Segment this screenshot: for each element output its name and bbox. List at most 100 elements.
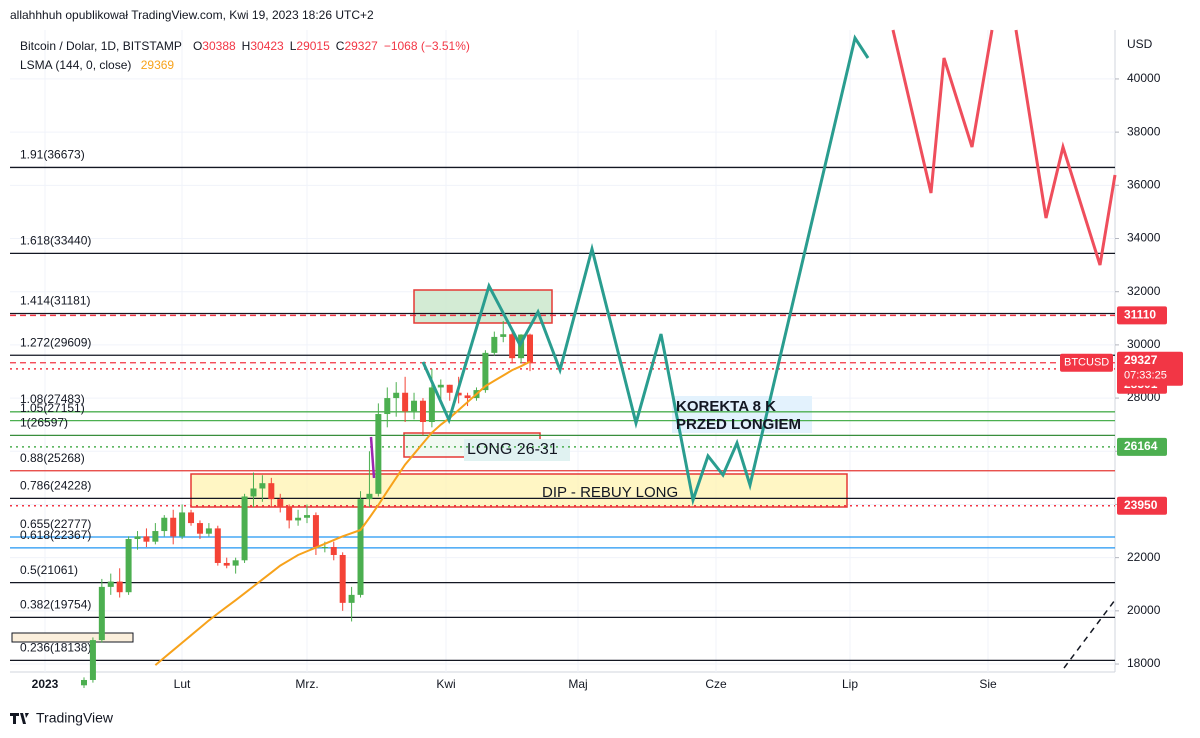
candle-body <box>89 640 96 680</box>
korekta-bg <box>672 396 812 433</box>
fib-label: 0.382(19754) <box>20 598 91 612</box>
red-path <box>891 29 994 194</box>
candle-body <box>205 528 212 534</box>
ohlc-value: 30423 <box>250 39 284 53</box>
candle-body <box>286 507 293 521</box>
candle-body <box>107 581 114 587</box>
symbol-label: BTCUSD <box>1064 357 1109 369</box>
dip-label: DIP - REBUY LONG <box>542 484 678 501</box>
time-label: Mrz. <box>295 677 318 691</box>
fib-label: 0.88(25268) <box>20 451 85 465</box>
candle-body <box>134 536 141 540</box>
indicator-value: 29369 <box>141 58 175 72</box>
price-badge-label: 31110 <box>1124 308 1156 322</box>
price-tick-label: 30000 <box>1127 337 1161 351</box>
candle-body <box>446 384 453 393</box>
fib-label: 1.414(31181) <box>20 294 91 308</box>
axes: 4000038000360003400032000300002800026000… <box>32 71 1183 691</box>
price-badge <box>1117 306 1167 325</box>
price-tick-label: 32000 <box>1127 284 1161 298</box>
boxes <box>11 289 848 643</box>
candle-body <box>232 560 239 566</box>
indicator-legend: LSMA (144, 0, close) 29369 <box>20 58 174 72</box>
candle-body <box>268 483 275 500</box>
time-label: Lip <box>842 677 858 691</box>
price-tick-label: 18000 <box>1127 656 1161 670</box>
ohlc-key: O <box>193 39 202 53</box>
candle-body <box>116 581 123 593</box>
candle-body <box>125 539 132 593</box>
header: allahhhuh opublikował TradingView.com, K… <box>10 8 374 22</box>
time-label: Lut <box>174 677 191 691</box>
time-label: Cze <box>705 677 727 691</box>
candle-body <box>500 334 507 337</box>
candle-body <box>161 517 168 532</box>
candle-body <box>312 515 319 548</box>
long-label-bg <box>464 439 570 461</box>
price-tick-label: 22000 <box>1127 550 1161 564</box>
ohlc-key: H <box>242 39 251 53</box>
price-badge <box>1117 496 1167 515</box>
brand: TradingView <box>36 710 114 726</box>
price-tick-label: 38000 <box>1127 124 1161 138</box>
candle-body <box>437 384 444 388</box>
candle-body <box>339 554 346 603</box>
candle-body <box>482 352 489 391</box>
candle-body <box>81 679 87 686</box>
candle-body <box>348 594 355 603</box>
last-price-label: 29327 <box>1124 353 1158 367</box>
legend: Bitcoin / Dolar, 1D, BITSTAMP O30388 H304… <box>20 39 470 53</box>
candle-body <box>98 586 105 641</box>
candle-body <box>375 414 382 494</box>
candle-body <box>464 395 471 399</box>
candle-body <box>491 336 498 353</box>
logo-mark <box>10 713 29 724</box>
price-badge-label: 23950 <box>1124 498 1158 512</box>
candle-body <box>321 547 328 549</box>
fib-label: 0.618(22367) <box>20 528 91 542</box>
candle-body <box>330 547 337 555</box>
fib-label: 1.91(36673) <box>20 148 85 162</box>
candle-body <box>250 488 257 497</box>
unit: USD <box>1127 37 1153 51</box>
fib-label: 1.618(33440) <box>20 234 91 248</box>
candle-body <box>455 392 462 396</box>
candle-body <box>152 531 159 542</box>
candle-body <box>241 496 248 561</box>
ohlc-key: C <box>336 39 345 53</box>
fib-label: 0.236(18138) <box>20 641 91 655</box>
price-tick-label: 40000 <box>1127 71 1161 85</box>
fib-label: 0.655(22777) <box>20 517 91 531</box>
candle-body <box>527 334 533 363</box>
time-label: 2023 <box>32 677 59 691</box>
candle-body <box>223 562 230 566</box>
candle-body <box>188 512 195 524</box>
candle-body <box>402 392 409 412</box>
candle-body <box>295 517 302 521</box>
symbol-badge <box>1060 353 1113 372</box>
candle-body <box>304 515 310 518</box>
price-tick-label: 36000 <box>1127 177 1161 191</box>
price-badge-label: 26164 <box>1124 439 1158 453</box>
candle-body <box>411 400 418 412</box>
candle-body <box>179 512 186 537</box>
projection-path <box>421 34 870 506</box>
fib-label: 0.5(21061) <box>20 563 78 577</box>
candle-body <box>357 499 364 595</box>
time-label: Kwi <box>436 677 455 691</box>
candle-body <box>428 387 435 423</box>
purple-line <box>369 436 376 479</box>
candle-body <box>214 528 221 563</box>
dashed-trend <box>1063 599 1116 669</box>
candle-body <box>143 536 150 542</box>
fib-label: 1.272(29609) <box>20 335 91 349</box>
candle-body <box>277 499 284 508</box>
korekta-label: PRZED LONGIEM <box>676 416 801 433</box>
symbol: Bitcoin / Dolar, 1D, BITSTAMP <box>20 39 182 53</box>
korekta-label: KOREKTA 8 K <box>676 398 776 415</box>
time-label: Maj <box>568 677 587 691</box>
candle-body <box>509 334 516 359</box>
candles <box>81 320 533 688</box>
